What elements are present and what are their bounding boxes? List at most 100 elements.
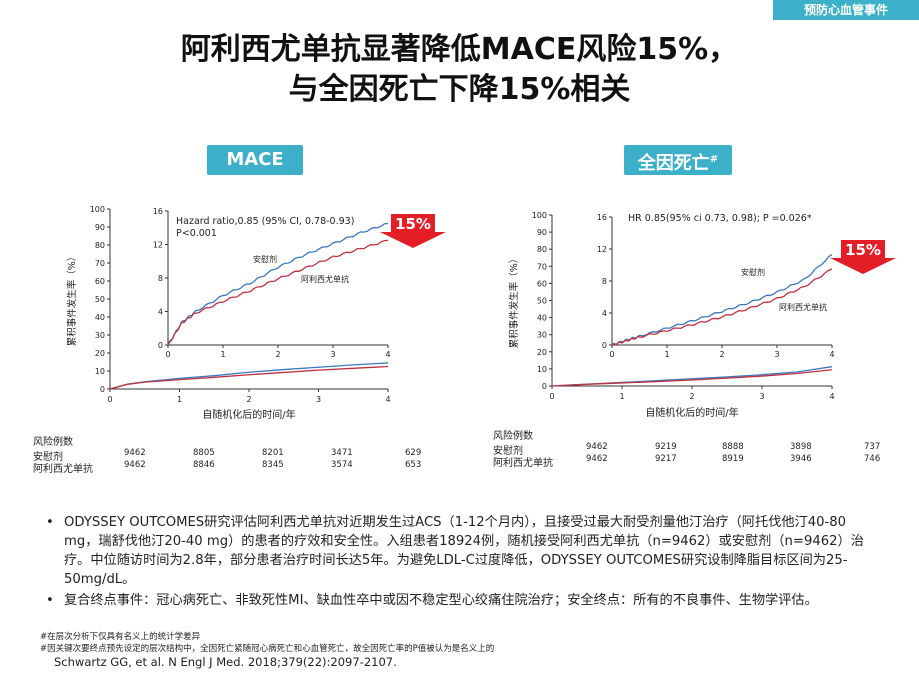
x-tick-label: 3 bbox=[316, 395, 321, 404]
x-tick-label: 4 bbox=[829, 392, 834, 401]
risk-row-label: 安慰剂 bbox=[493, 446, 523, 457]
bullet-item: • 复合终点事件：冠心病死亡、非致死性MI、缺血性卒中或因不稳定型心绞痛住院治疗；… bbox=[46, 593, 818, 608]
inset-x-tick-label: 1 bbox=[220, 350, 225, 359]
x-tick-label: 0 bbox=[549, 392, 554, 401]
y-tick-label: 30 bbox=[537, 331, 547, 340]
bullet-item: • ODYSSEY OUTCOMES研究评估阿利西尤单抗对近期发生过ACS（1-1… bbox=[46, 515, 864, 587]
inset-y-tick-label: 4 bbox=[602, 309, 607, 318]
title-line-1: 阿利西尤单抗显著降低MACE风险15%， bbox=[180, 32, 739, 67]
series-line-main bbox=[551, 369, 833, 387]
x-tick-label: 2 bbox=[246, 395, 251, 404]
inset-background bbox=[612, 217, 832, 345]
series-line-inset bbox=[167, 222, 389, 346]
y-tick-label: 40 bbox=[95, 313, 105, 322]
y-tick-label: 70 bbox=[537, 262, 547, 271]
death-panel-tag-sup: # bbox=[709, 154, 719, 165]
y-tick-label: 90 bbox=[537, 228, 547, 237]
y-tick-label: 10 bbox=[95, 367, 105, 376]
y-axis-label: 累积事件发生率（%） bbox=[508, 254, 520, 349]
series-line-main bbox=[109, 362, 389, 390]
inset-background bbox=[168, 211, 388, 345]
series-label-placebo: 安慰剂 bbox=[741, 267, 765, 277]
series-label-drug: 阿利西尤单抗 bbox=[301, 274, 349, 284]
risk-row-label: 阿利西尤单抗 bbox=[493, 458, 553, 469]
risk-cell: 9217 bbox=[655, 454, 677, 464]
x-axis-label: 自随机化后的时间/年 bbox=[202, 408, 295, 421]
risk-cell: 8805 bbox=[193, 448, 215, 458]
y-tick-label: 100 bbox=[532, 211, 547, 220]
series-line-main bbox=[109, 365, 389, 390]
series-line-inset bbox=[167, 239, 389, 346]
y-tick-label: 100 bbox=[90, 205, 105, 214]
reduction-badge-label: 15% bbox=[845, 241, 881, 259]
bullet-list: • ODYSSEY OUTCOMES研究评估阿利西尤单抗对近期发生过ACS（1-1… bbox=[40, 513, 870, 612]
bullet-text: ODYSSEY OUTCOMES研究评估阿利西尤单抗对近期发生过ACS（1-12… bbox=[64, 515, 864, 587]
inset-x-tick-label: 2 bbox=[275, 350, 280, 359]
inset-x-tick-label: 2 bbox=[719, 350, 724, 359]
x-tick-label: 1 bbox=[619, 392, 624, 401]
risk-cell: 3471 bbox=[331, 448, 353, 458]
footnote-2: #因关键次要终点预先设定的层次结构中，全因死亡紧随冠心病死亡和心血管死亡，故全因… bbox=[40, 644, 495, 654]
inset-x-tick-label: 3 bbox=[774, 350, 779, 359]
y-tick-label: 40 bbox=[537, 314, 547, 323]
y-tick-label: 0 bbox=[100, 385, 105, 394]
section-tag: 预防心血管事件 bbox=[773, 0, 919, 20]
risk-cell: 9462 bbox=[124, 460, 146, 470]
y-tick-label: 50 bbox=[537, 297, 547, 306]
risk-cell: 9462 bbox=[586, 442, 608, 452]
reduction-badge-label: 15% bbox=[395, 215, 431, 233]
death-panel-tag-label: 全因死亡 bbox=[637, 153, 710, 174]
inset-y-tick-label: 8 bbox=[602, 277, 607, 286]
x-axis-label: 自随机化后的时间/年 bbox=[645, 406, 738, 419]
reference: Schwartz GG, et al. N Engl J Med. 2018;3… bbox=[54, 655, 397, 669]
x-tick-label: 4 bbox=[385, 395, 390, 404]
x-tick-label: 1 bbox=[177, 395, 182, 404]
inset-y-tick-label: 12 bbox=[597, 245, 607, 254]
risk-cell: 8846 bbox=[193, 460, 215, 470]
inset-x-tick-label: 4 bbox=[385, 350, 390, 359]
reduction-arrow-badge bbox=[830, 240, 896, 274]
y-tick-label: 20 bbox=[537, 348, 547, 357]
risk-cell: 8919 bbox=[722, 454, 744, 464]
inset-y-tick-label: 4 bbox=[158, 308, 163, 317]
inset-y-tick-label: 0 bbox=[158, 341, 163, 350]
risk-row-label: 安慰剂 bbox=[33, 452, 63, 463]
series-line-inset bbox=[611, 254, 833, 346]
inset-x-tick-label: 4 bbox=[829, 350, 834, 359]
y-tick-label: 60 bbox=[95, 277, 105, 286]
y-tick-label: 90 bbox=[95, 223, 105, 232]
bullet-text: 复合终点事件：冠心病死亡、非致死性MI、缺血性卒中或因不稳定型心绞痛住院治疗；安… bbox=[64, 593, 818, 608]
y-tick-label: 60 bbox=[537, 279, 547, 288]
series-line-inset bbox=[611, 268, 833, 346]
risk-cell: 9462 bbox=[124, 448, 146, 458]
footnote-1: #在层次分析下仅具有名义上的统计学差异 bbox=[40, 632, 201, 642]
risk-cell: 3946 bbox=[790, 454, 812, 464]
y-tick-label: 20 bbox=[95, 349, 105, 358]
mace-panel-tag: MACE bbox=[207, 145, 303, 175]
risk-cell: 3574 bbox=[331, 460, 353, 470]
inset-y-tick-label: 16 bbox=[597, 213, 607, 222]
series-line-main bbox=[551, 366, 833, 387]
y-tick-label: 80 bbox=[537, 245, 547, 254]
x-tick-label: 2 bbox=[689, 392, 694, 401]
risk-cell: 653 bbox=[405, 460, 422, 470]
inset-y-tick-label: 0 bbox=[602, 341, 607, 350]
y-axis-label: 累积事件发生率（%） bbox=[66, 252, 78, 347]
inset-y-tick-label: 16 bbox=[153, 207, 163, 216]
y-tick-label: 30 bbox=[95, 331, 105, 340]
y-tick-label: 70 bbox=[95, 259, 105, 268]
risk-cell: 746 bbox=[864, 454, 881, 464]
risk-cell: 3898 bbox=[790, 442, 812, 452]
inset-y-tick-label: 12 bbox=[153, 241, 163, 250]
title-line-2: 与全因死亡下降15%相关 bbox=[288, 72, 631, 107]
hazard-ratio-text: HR 0.85(95% ci 0.73, 0.98); P =0.026* bbox=[628, 213, 812, 224]
series-label-drug: 阿利西尤单抗 bbox=[779, 302, 827, 312]
y-tick-label: 10 bbox=[537, 365, 547, 374]
inset-x-tick-label: 1 bbox=[664, 350, 669, 359]
risk-cell: 9219 bbox=[655, 442, 677, 452]
risk-cell: 8345 bbox=[262, 460, 284, 470]
inset-y-tick-label: 8 bbox=[158, 274, 163, 283]
mace-panel-tag-label: MACE bbox=[226, 149, 284, 170]
inset-x-tick-label: 0 bbox=[609, 350, 614, 359]
